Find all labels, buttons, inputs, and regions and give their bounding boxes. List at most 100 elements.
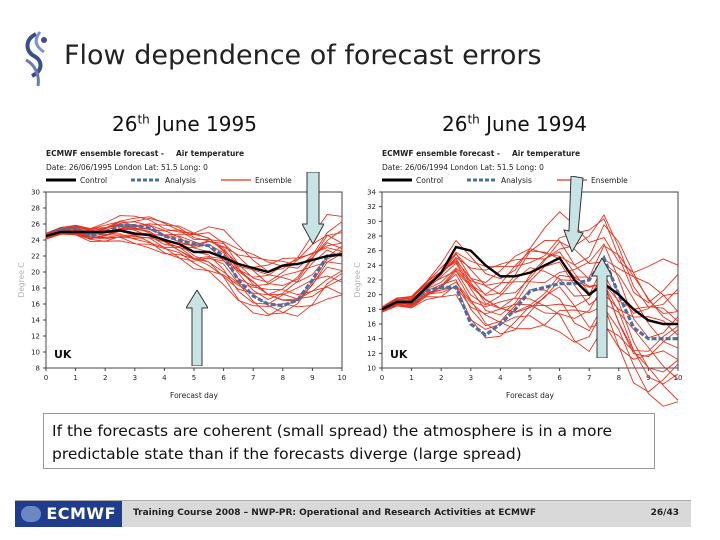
analysis-line [45, 223, 343, 308]
y-tick-label: 22 [31, 253, 40, 261]
x-tick-label: 8 [281, 374, 285, 382]
y-axis-label: Degree C [17, 263, 26, 298]
ensemble-member-line [381, 261, 679, 336]
ensemble-chart-1994: ECMWF ensemble forecast - Air temperature… [353, 149, 683, 407]
y-tick-label: 24 [31, 237, 40, 245]
chart-2-date-day: 26 [442, 112, 468, 136]
x-tick-label: 0 [44, 374, 48, 382]
footer-course-text: Training Course 2008 – NWP-PR: Operation… [133, 508, 536, 518]
y-tick-label: 12 [367, 350, 376, 358]
ensemble-member-line [45, 232, 343, 308]
y-tick-label: 30 [367, 218, 376, 226]
control-line [381, 245, 678, 326]
x-axis-label: Forecast day [506, 391, 554, 400]
x-tick-label: 1 [73, 374, 77, 382]
chart-header-line1: ECMWF ensemble forecast - [46, 149, 164, 158]
chart-1-date-rest: June 1995 [156, 112, 257, 136]
y-tick-label: 16 [31, 301, 40, 309]
chart-1-date-day: 26 [112, 112, 138, 136]
chart-2-date-suffix: th [467, 112, 480, 127]
arrow-up-1994-icon [592, 258, 612, 358]
arrow-up-1995-icon [186, 290, 208, 366]
ensemble-member-line [381, 270, 679, 358]
ensemble-member-line [381, 286, 679, 401]
ecmwf-swirl-logo [25, 31, 47, 87]
x-tick-label: 5 [192, 374, 196, 382]
x-tick-label: 0 [380, 374, 384, 382]
legend-label-analysis: Analysis [501, 176, 532, 185]
y-tick-label: 22 [367, 277, 376, 285]
x-tick-label: 10 [674, 374, 683, 382]
x-tick-label: 6 [221, 374, 226, 382]
x-tick-label: 2 [439, 374, 443, 382]
y-tick-label: 10 [31, 349, 40, 357]
arrow-down-1995-icon [302, 172, 324, 244]
x-tick-label: 7 [587, 374, 591, 382]
x-tick-label: 9 [646, 374, 650, 382]
footer-bar: ECMWF Training Course 2008 – NWP-PR: Ope… [15, 500, 691, 527]
x-tick-label: 4 [162, 374, 167, 382]
y-axis-label: Degree C [353, 263, 362, 298]
chart-header-line2: Date: 26/06/1994 London Lat: 51.5 Long: … [382, 163, 544, 172]
chart-header-line1: ECMWF ensemble forecast - [382, 149, 500, 158]
y-tick-label: 30 [31, 189, 40, 197]
chart-2-date-rest: June 1994 [486, 112, 587, 136]
control-line [45, 229, 343, 274]
ensemble-member-line [381, 218, 679, 308]
ensemble-member-line [381, 223, 679, 315]
ensemble-chart-1995: ECMWF ensemble forecast - Air temperature… [17, 149, 347, 400]
x-tick-label: 5 [528, 374, 532, 382]
y-tick-label: 8 [36, 365, 40, 373]
ensemble-member-line [45, 231, 343, 300]
ensemble-member-line [381, 294, 679, 407]
chart-1-date-suffix: th [137, 112, 150, 127]
x-tick-label: 3 [133, 374, 137, 382]
x-tick-label: 10 [338, 374, 347, 382]
chart-header-line2: Date: 26/06/1995 London Lat: 51.5 Long: … [46, 163, 208, 172]
x-tick-label: 3 [469, 374, 473, 382]
ensemble-member-line [381, 241, 679, 314]
legend-label-control: Control [416, 176, 443, 185]
explanation-note: If the forecasts are coherent (small spr… [43, 413, 655, 469]
y-tick-label: 34 [367, 189, 376, 197]
arrow-down-1994-icon [563, 176, 584, 252]
region-label: UK [390, 348, 408, 361]
ensemble-member-line [381, 284, 679, 393]
y-tick-label: 12 [31, 333, 40, 341]
y-tick-label: 10 [367, 365, 376, 373]
y-tick-label: 24 [367, 262, 376, 270]
ensemble-member-line [381, 214, 679, 308]
ensemble-member-line [45, 224, 343, 278]
chart-header-param: Air temperature [512, 149, 580, 158]
x-tick-label: 4 [498, 374, 503, 382]
chart-header-param: Air temperature [176, 149, 244, 158]
y-tick-label: 26 [31, 221, 40, 229]
legend-label-analysis: Analysis [165, 176, 196, 185]
region-label: UK [54, 348, 72, 361]
x-tick-label: 6 [557, 374, 562, 382]
ensemble-member-line [381, 283, 679, 385]
y-tick-label: 16 [367, 321, 376, 329]
y-tick-label: 26 [367, 247, 376, 255]
chart-2-date-heading: 26th June 1994 [442, 112, 587, 136]
y-tick-label: 20 [367, 291, 376, 299]
analysis-line [381, 254, 678, 341]
x-tick-label: 2 [103, 374, 107, 382]
y-tick-label: 14 [31, 317, 40, 325]
x-tick-label: 9 [310, 374, 314, 382]
y-tick-label: 32 [367, 203, 376, 211]
footer-page-number: 26/43 [650, 508, 679, 518]
y-tick-label: 18 [31, 285, 40, 293]
x-axis-label: Forecast day [170, 391, 218, 400]
chart-1-date-heading: 26th June 1995 [112, 112, 257, 136]
y-tick-label: 14 [367, 335, 376, 343]
ecmwf-mark-icon [21, 506, 41, 522]
y-tick-label: 18 [367, 306, 376, 314]
y-tick-label: 20 [31, 269, 40, 277]
y-tick-label: 28 [31, 205, 40, 213]
legend-label-ensemble: Ensemble [255, 176, 292, 185]
footer-logo-text: ECMWF [46, 504, 116, 523]
x-tick-label: 1 [409, 374, 413, 382]
footer-logo: ECMWF [15, 501, 122, 527]
ensemble-member-line [45, 232, 343, 317]
